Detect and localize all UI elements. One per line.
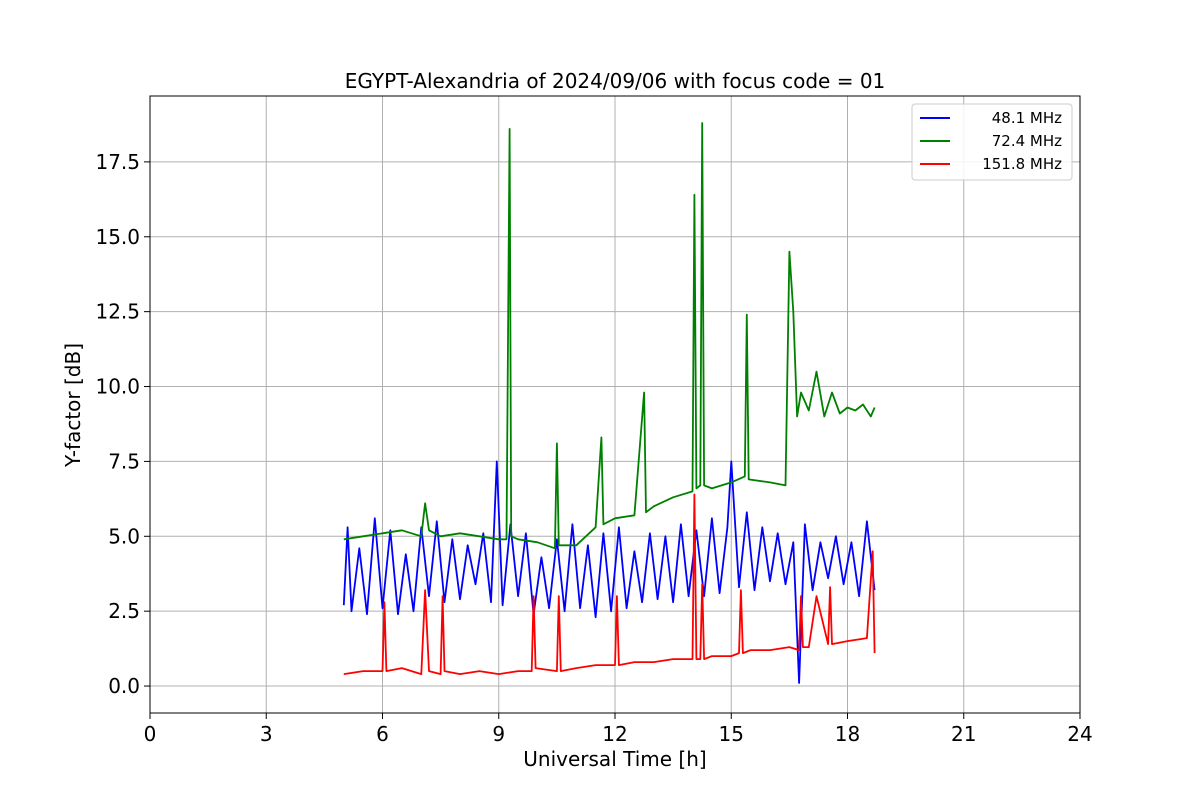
legend-label: 151.8 MHz	[982, 155, 1062, 173]
legend-entries: 48.1 MHz 72.4 MHz 151.8 MHz	[920, 109, 1062, 173]
series-line-1	[343, 122, 876, 550]
series-line-2	[343, 493, 876, 675]
x-tick-label: 0	[144, 722, 157, 746]
x-tick-label: 3	[260, 722, 273, 746]
y-tick-label: 17.5	[95, 150, 140, 174]
y-tick-label: 10.0	[95, 375, 140, 399]
x-tick-label: 6	[376, 722, 389, 746]
x-tick-label: 21	[951, 722, 976, 746]
y-tick-label: 12.5	[95, 300, 140, 324]
legend: 48.1 MHz 72.4 MHz 151.8 MHz	[911, 103, 1073, 181]
y-tick-label: 7.5	[108, 449, 140, 473]
x-tick-label: 12	[602, 722, 627, 746]
x-tick-label: 18	[835, 722, 860, 746]
y-tick-label: 2.5	[108, 599, 140, 623]
y-tick-label: 0.0	[108, 674, 140, 698]
y-axis-label: Y-factor [dB]	[61, 343, 85, 468]
y-tick-label: 5.0	[108, 524, 140, 548]
x-tick-label: 15	[719, 722, 744, 746]
legend-label: 72.4 MHz	[992, 132, 1062, 150]
legend-box	[911, 103, 1073, 181]
series-layer	[342, 122, 876, 684]
chart-title: EGYPT-Alexandria of 2024/09/06 with focu…	[345, 69, 886, 93]
x-tick-label: 24	[1067, 722, 1092, 746]
series-line-0	[342, 460, 876, 684]
ticks: 0 3 6 9 12 15 18 21 24 0.0 2.5 5.0 7.5 10.0 12.5 15.0 17…	[95, 150, 1092, 746]
legend-label: 48.1 MHz	[992, 109, 1062, 127]
y-tick-label: 15.0	[95, 225, 140, 249]
x-tick-label: 9	[492, 722, 505, 746]
x-axis-label: Universal Time [h]	[523, 747, 706, 771]
